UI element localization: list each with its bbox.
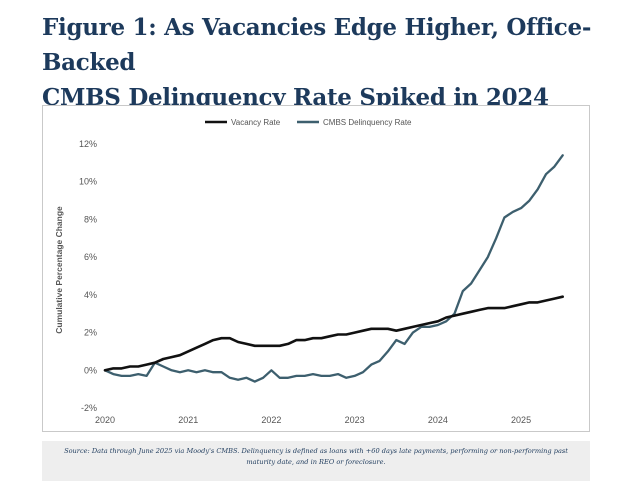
y-axis: -2% 0% 2% 4% 6% 8% 10% 12%	[79, 139, 97, 413]
y-tick-label: 4%	[84, 290, 97, 300]
y-axis-title: Cumulative Percentage Change	[54, 206, 64, 334]
source-footnote: Source: Data through June 2025 via Moody…	[42, 441, 590, 481]
legend-item: CMBS Delinquency Rate	[297, 118, 412, 127]
legend-label: Vacancy Rate	[231, 118, 281, 127]
y-tick-label: 6%	[84, 252, 97, 262]
cmbs-delinquency-rate-line	[103, 154, 564, 383]
x-tick-label: 2023	[345, 415, 365, 425]
vacancy-rate-line	[103, 295, 565, 372]
x-tick-label: 2022	[261, 415, 281, 425]
page-title: Figure 1: As Vacancies Edge Higher, Offi…	[42, 10, 602, 115]
y-tick-label: -2%	[81, 403, 97, 413]
x-tick-label: 2024	[428, 415, 448, 425]
legend-item: Vacancy Rate	[205, 118, 281, 127]
footnote-text: Source: Data through June 2025 via Moody…	[64, 447, 568, 466]
y-tick-label: 10%	[79, 177, 97, 187]
y-tick-label: 2%	[84, 328, 97, 338]
legend-label: CMBS Delinquency Rate	[323, 118, 412, 127]
y-tick-label: 12%	[79, 139, 97, 149]
title-line-1: Figure 1: As Vacancies Edge Higher, Offi…	[42, 14, 592, 76]
y-tick-label: 8%	[84, 214, 97, 224]
series-layer	[103, 154, 565, 383]
legend: Vacancy Rate CMBS Delinquency Rate	[205, 118, 412, 127]
x-axis: 2020 2021 2022 2023 2024 2025	[95, 415, 531, 425]
x-tick-label: 2020	[95, 415, 115, 425]
x-tick-label: 2021	[178, 415, 198, 425]
x-tick-label: 2025	[511, 415, 531, 425]
line-chart: -2% 0% 2% 4% 6% 8% 10% 12% 2020 2021 2022 2023 2024…	[54, 118, 565, 425]
y-tick-label: 0%	[84, 365, 97, 375]
chart-frame: -2% 0% 2% 4% 6% 8% 10% 12% 2020 2021 2022 2023 2024…	[42, 105, 590, 432]
